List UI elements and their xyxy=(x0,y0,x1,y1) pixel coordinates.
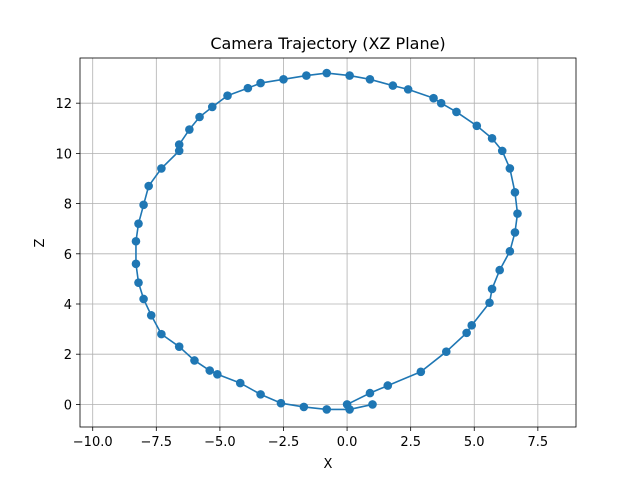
trajectory-point-50 xyxy=(235,378,245,388)
trajectory-point-53 xyxy=(299,402,309,412)
trajectory-point-1 xyxy=(365,388,375,398)
trajectory-point-46 xyxy=(174,342,184,351)
trajectory-point-41 xyxy=(131,259,141,269)
trajectory-point-24 xyxy=(345,71,354,80)
y-tick-label-4: 8 xyxy=(64,198,72,213)
trajectory-point-55 xyxy=(345,405,354,414)
trajectory-point-30 xyxy=(223,91,232,100)
x-tick-label-7: 7.5 xyxy=(528,435,549,450)
trajectory-point-8 xyxy=(487,284,497,294)
grid-layer xyxy=(80,58,576,427)
trajectory-point-32 xyxy=(195,112,204,122)
trajectory-point-35 xyxy=(174,146,184,156)
x-tick-label-4: 0.0 xyxy=(337,435,358,450)
trajectory-point-34 xyxy=(174,140,184,149)
trajectory-point-48 xyxy=(205,366,215,375)
chart-title: Camera Trajectory (XZ Plane) xyxy=(210,34,445,53)
trajectory-point-51 xyxy=(256,390,265,399)
trajectory-point-10 xyxy=(505,246,515,256)
trajectory-point-17 xyxy=(472,121,482,131)
trajectory-point-3 xyxy=(416,367,426,377)
trajectory-point-29 xyxy=(243,83,253,93)
trajectory-point-28 xyxy=(256,78,265,88)
y-tick-label-5: 10 xyxy=(55,147,72,162)
axes-frame xyxy=(79,57,577,428)
trajectory-point-6 xyxy=(467,321,477,330)
x-tick-label-0: −10.0 xyxy=(73,435,113,450)
trajectory-point-45 xyxy=(157,329,166,339)
trajectory-point-56 xyxy=(368,400,377,409)
trajectory-point-42 xyxy=(134,278,143,287)
y-tick-label-0: 0 xyxy=(64,398,72,413)
trajectory-point-4 xyxy=(441,347,451,356)
trajectory-point-39 xyxy=(134,219,143,228)
y-tick-label-6: 12 xyxy=(55,97,72,112)
trajectory-point-5 xyxy=(462,328,471,338)
trajectory-point-47 xyxy=(190,356,199,365)
y-tick-label-3: 6 xyxy=(64,248,72,263)
y-tick-label-2: 4 xyxy=(64,298,72,313)
trajectory-point-36 xyxy=(157,164,166,173)
series-layer xyxy=(131,68,522,414)
x-tick-label-1: −7.5 xyxy=(141,435,173,450)
trajectory-point-13 xyxy=(510,187,520,197)
trajectory-point-37 xyxy=(144,181,153,191)
trajectory-point-20 xyxy=(429,93,438,103)
trajectory-point-16 xyxy=(487,134,497,143)
trajectory-point-18 xyxy=(452,107,461,117)
trajectory-point-33 xyxy=(185,125,194,134)
trajectory-point-14 xyxy=(505,164,515,173)
trajectory-point-25 xyxy=(322,68,332,78)
trajectory-point-26 xyxy=(302,71,311,80)
trajectory-point-23 xyxy=(365,75,375,84)
trajectory-point-44 xyxy=(146,310,156,320)
axes-layer xyxy=(79,57,577,428)
trajectory-point-2 xyxy=(383,381,393,390)
trajectory-point-21 xyxy=(403,85,413,94)
x-tick-label-5: 2.5 xyxy=(400,435,421,450)
trajectory-point-54 xyxy=(322,405,332,414)
trajectory-point-40 xyxy=(131,236,141,246)
trajectory-point-38 xyxy=(139,200,148,210)
trajectory-point-22 xyxy=(388,81,398,90)
trajectory-point-9 xyxy=(495,265,504,275)
trajectory-point-7 xyxy=(485,298,494,308)
trajectory-point-49 xyxy=(213,369,222,379)
y-axis-label: Z xyxy=(33,238,48,247)
ticks-layer: −10.0 −7.5 −5.0 −2.5 0.0 2.5 5.0 7.5 0 2 4 6 8 10 12 xyxy=(55,97,548,450)
trajectory-point-43 xyxy=(139,294,148,304)
x-axis-label: X xyxy=(324,457,333,472)
trajectory-point-31 xyxy=(207,102,217,112)
trajectory-point-52 xyxy=(276,398,286,408)
y-tick-label-1: 2 xyxy=(64,348,72,363)
x-tick-label-3: −2.5 xyxy=(268,435,300,450)
trajectory-point-11 xyxy=(510,228,520,237)
trajectory-point-15 xyxy=(497,146,507,156)
trajectory-point-19 xyxy=(436,98,446,108)
trajectory-point-27 xyxy=(279,75,288,84)
trajectory-point-12 xyxy=(513,209,522,218)
x-tick-label-2: −5.0 xyxy=(204,435,236,450)
x-tick-label-6: 5.0 xyxy=(464,435,485,450)
